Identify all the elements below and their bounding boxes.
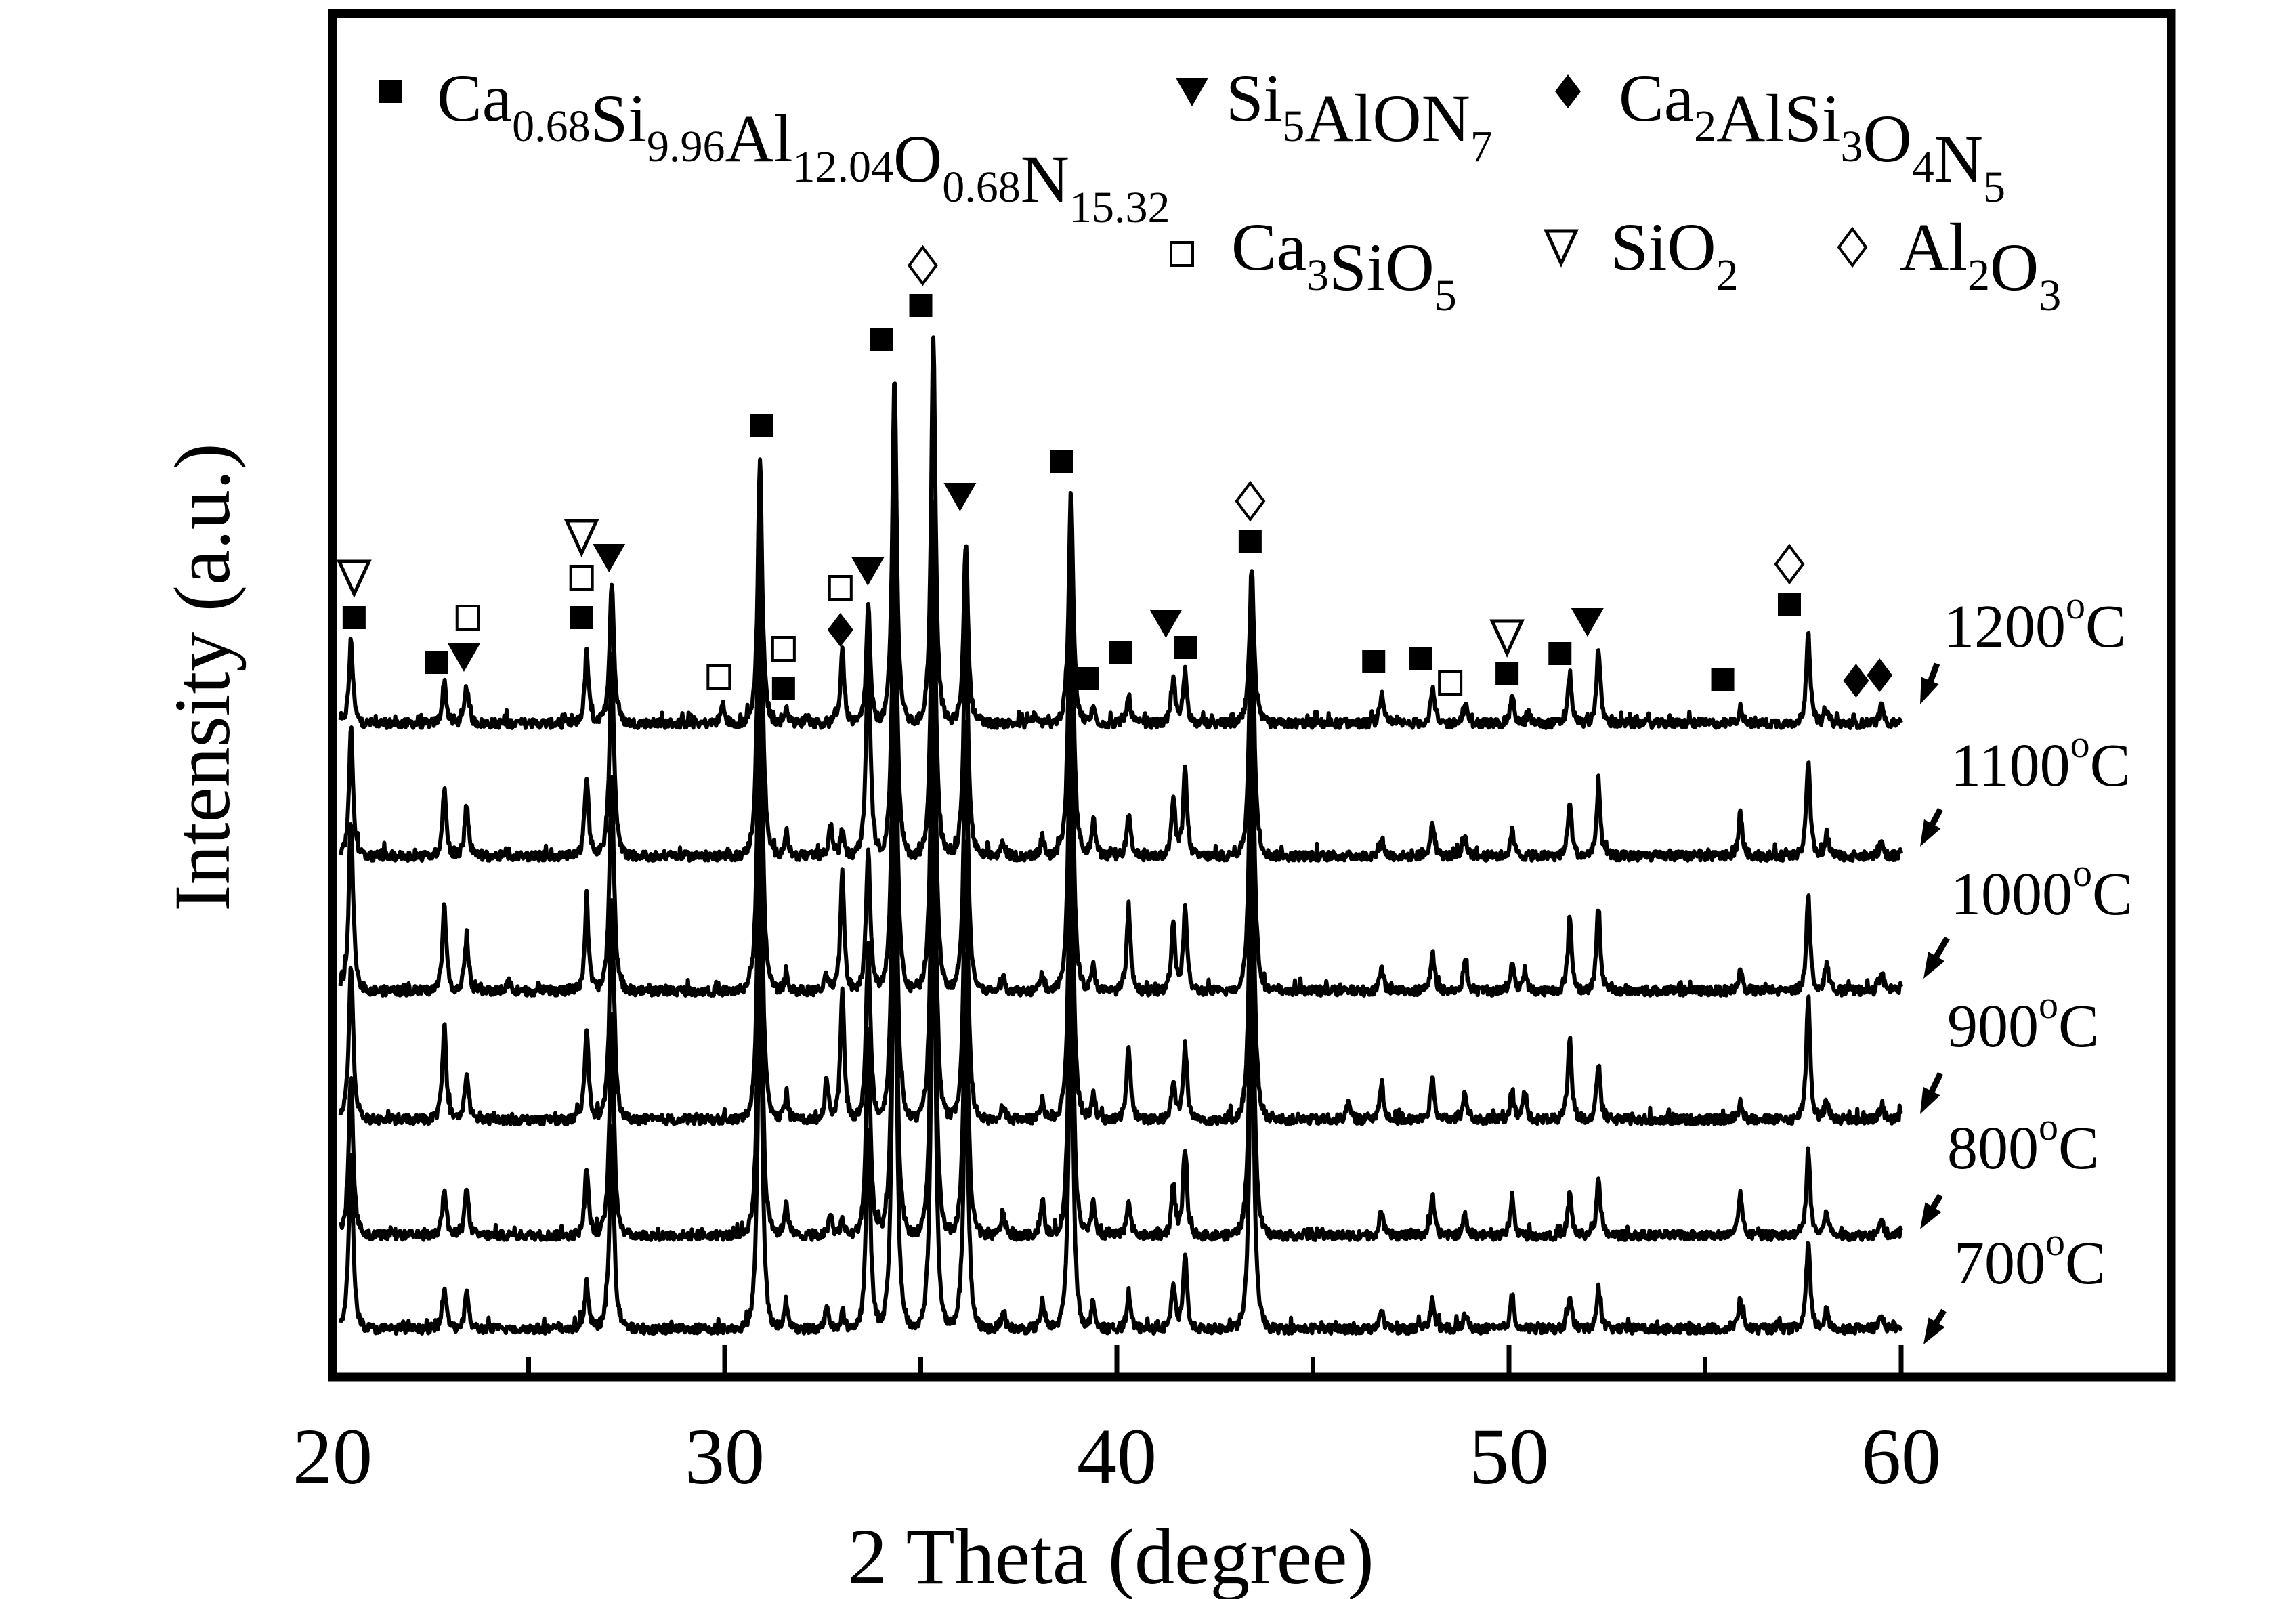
legend-label: Ca0.68Si9.96Al12.04O0.68N15.32 [437, 60, 1170, 232]
temperature-label-800: 800oC [1920, 1105, 2099, 1229]
x-tick-label: 60 [1861, 1412, 1941, 1501]
phase-markers [336, 244, 1893, 700]
trace-700 [338, 849, 1903, 1336]
legend-label: SiO2 [1611, 209, 1739, 300]
open-square-icon [1438, 670, 1463, 696]
x-tick-label: 30 [685, 1412, 765, 1501]
filled-square-icon [425, 651, 448, 674]
filled-square-icon [1711, 668, 1735, 691]
filled-square-icon [1050, 450, 1073, 473]
svg-text:900oC: 900oC [1947, 983, 2099, 1060]
temperature-label-1200: 1200oC [1920, 583, 2126, 704]
x-tick-label: 40 [1077, 1412, 1157, 1501]
filled-diamond-icon [1555, 74, 1581, 108]
legend-label: Si5AlON7 [1226, 60, 1493, 171]
svg-text:1000oC: 1000oC [1951, 851, 2133, 928]
filled-square-icon [1777, 593, 1801, 616]
filled-down-triangle-icon [447, 643, 480, 672]
filled-down-triangle-icon [1571, 608, 1604, 637]
temperature-label-1100: 1100oC [1920, 722, 2131, 847]
temperature-label-700: 700oC [1923, 1220, 2106, 1344]
filled-square-icon [1076, 667, 1099, 690]
open-diamond-icon [1774, 543, 1805, 585]
filled-square-icon [1548, 642, 1572, 665]
open-square-icon [1170, 241, 1194, 267]
filled-square-icon [1238, 530, 1262, 553]
open-down-triangle-icon [336, 559, 372, 599]
filled-square-icon [570, 606, 593, 629]
filled-square-icon [909, 294, 933, 317]
filled-down-triangle-icon [943, 483, 977, 511]
filled-square-icon [1409, 647, 1432, 670]
open-diamond-icon [1235, 480, 1266, 522]
svg-text:1100oC: 1100oC [1951, 722, 2131, 799]
filled-square-icon [1362, 650, 1386, 673]
trace-1200 [338, 335, 1903, 730]
trace-800 [339, 790, 1903, 1242]
temperature-label-1000: 1000oC [1923, 851, 2133, 979]
filled-diamond-icon [827, 613, 853, 647]
arrow-icon [1923, 1308, 1947, 1344]
open-diamond-icon [1837, 226, 1868, 268]
legend-item: Ca0.68Si9.96Al12.04O0.68N15.32 [379, 60, 1170, 232]
filled-down-triangle-icon [851, 557, 885, 586]
arrow-icon [1923, 936, 1950, 979]
x-axis-title: 2 Theta (degree) [847, 1512, 1374, 1599]
legend-label: Al2O3 [1900, 209, 2061, 320]
filled-diamond-icon [1867, 658, 1893, 692]
plot-frame [328, 9, 2176, 1382]
open-square-icon [771, 636, 796, 662]
filled-square-icon [750, 414, 774, 437]
filled-diamond-icon [1843, 664, 1869, 698]
filled-square-icon [379, 80, 402, 103]
legend-item: Ca2AlSi3O4N5 [1555, 60, 2005, 212]
open-square-icon [706, 664, 731, 690]
arrow-icon [1920, 662, 1940, 704]
temperature-labels: 1200oC 1100oC 1000oC 900oC 800oC 700oC [1920, 583, 2133, 1344]
legend-label: Ca3SiO5 [1231, 209, 1457, 320]
temperature-label-900: 900oC [1920, 983, 2099, 1114]
trace-1000 [338, 578, 1903, 998]
legend: Ca0.68Si9.96Al12.04O0.68N15.32 Si5AlON7 Ca… [379, 60, 2061, 320]
filled-square-icon [1109, 641, 1132, 664]
y-axis-title: Intensity (a.u.) [158, 443, 247, 911]
trace-1100 [338, 473, 1903, 863]
filled-square-icon [771, 677, 795, 700]
filled-down-triangle-icon [1176, 78, 1208, 106]
legend-item: Al2O3 [1837, 209, 2061, 320]
x-tick-label: 20 [293, 1412, 373, 1501]
open-diamond-icon [907, 244, 938, 286]
filled-square-icon [342, 606, 366, 629]
xrd-traces [338, 335, 1903, 1336]
filled-down-triangle-icon [1149, 610, 1183, 638]
arrow-icon [1920, 1072, 1944, 1114]
open-down-triangle-icon [1544, 229, 1579, 268]
open-down-triangle-icon [564, 519, 599, 558]
open-square-icon [828, 575, 853, 601]
open-square-icon [569, 565, 594, 591]
legend-label: Ca2AlSi3O4N5 [1619, 60, 2005, 212]
x-axis-ticks [526, 1345, 1904, 1373]
open-down-triangle-icon [1489, 619, 1525, 658]
arrow-icon [1920, 807, 1943, 847]
open-square-icon [455, 605, 480, 631]
legend-item: Ca3SiO5 [1170, 209, 1457, 320]
trace-900 [338, 696, 1903, 1126]
filled-square-icon [870, 328, 893, 351]
filled-down-triangle-icon [593, 544, 626, 572]
x-tick-label: 50 [1469, 1412, 1549, 1501]
legend-item: Si5AlON7 [1176, 60, 1493, 171]
legend-item: SiO2 [1544, 209, 1739, 300]
x-axis-tick-labels: 20 30 40 50 60 [293, 1412, 1941, 1501]
filled-square-icon [1495, 662, 1519, 685]
arrow-icon [1920, 1193, 1943, 1229]
svg-text:700oC: 700oC [1954, 1220, 2106, 1297]
svg-text:800oC: 800oC [1947, 1105, 2099, 1182]
svg-text:1200oC: 1200oC [1944, 583, 2126, 660]
filled-square-icon [1174, 636, 1197, 659]
